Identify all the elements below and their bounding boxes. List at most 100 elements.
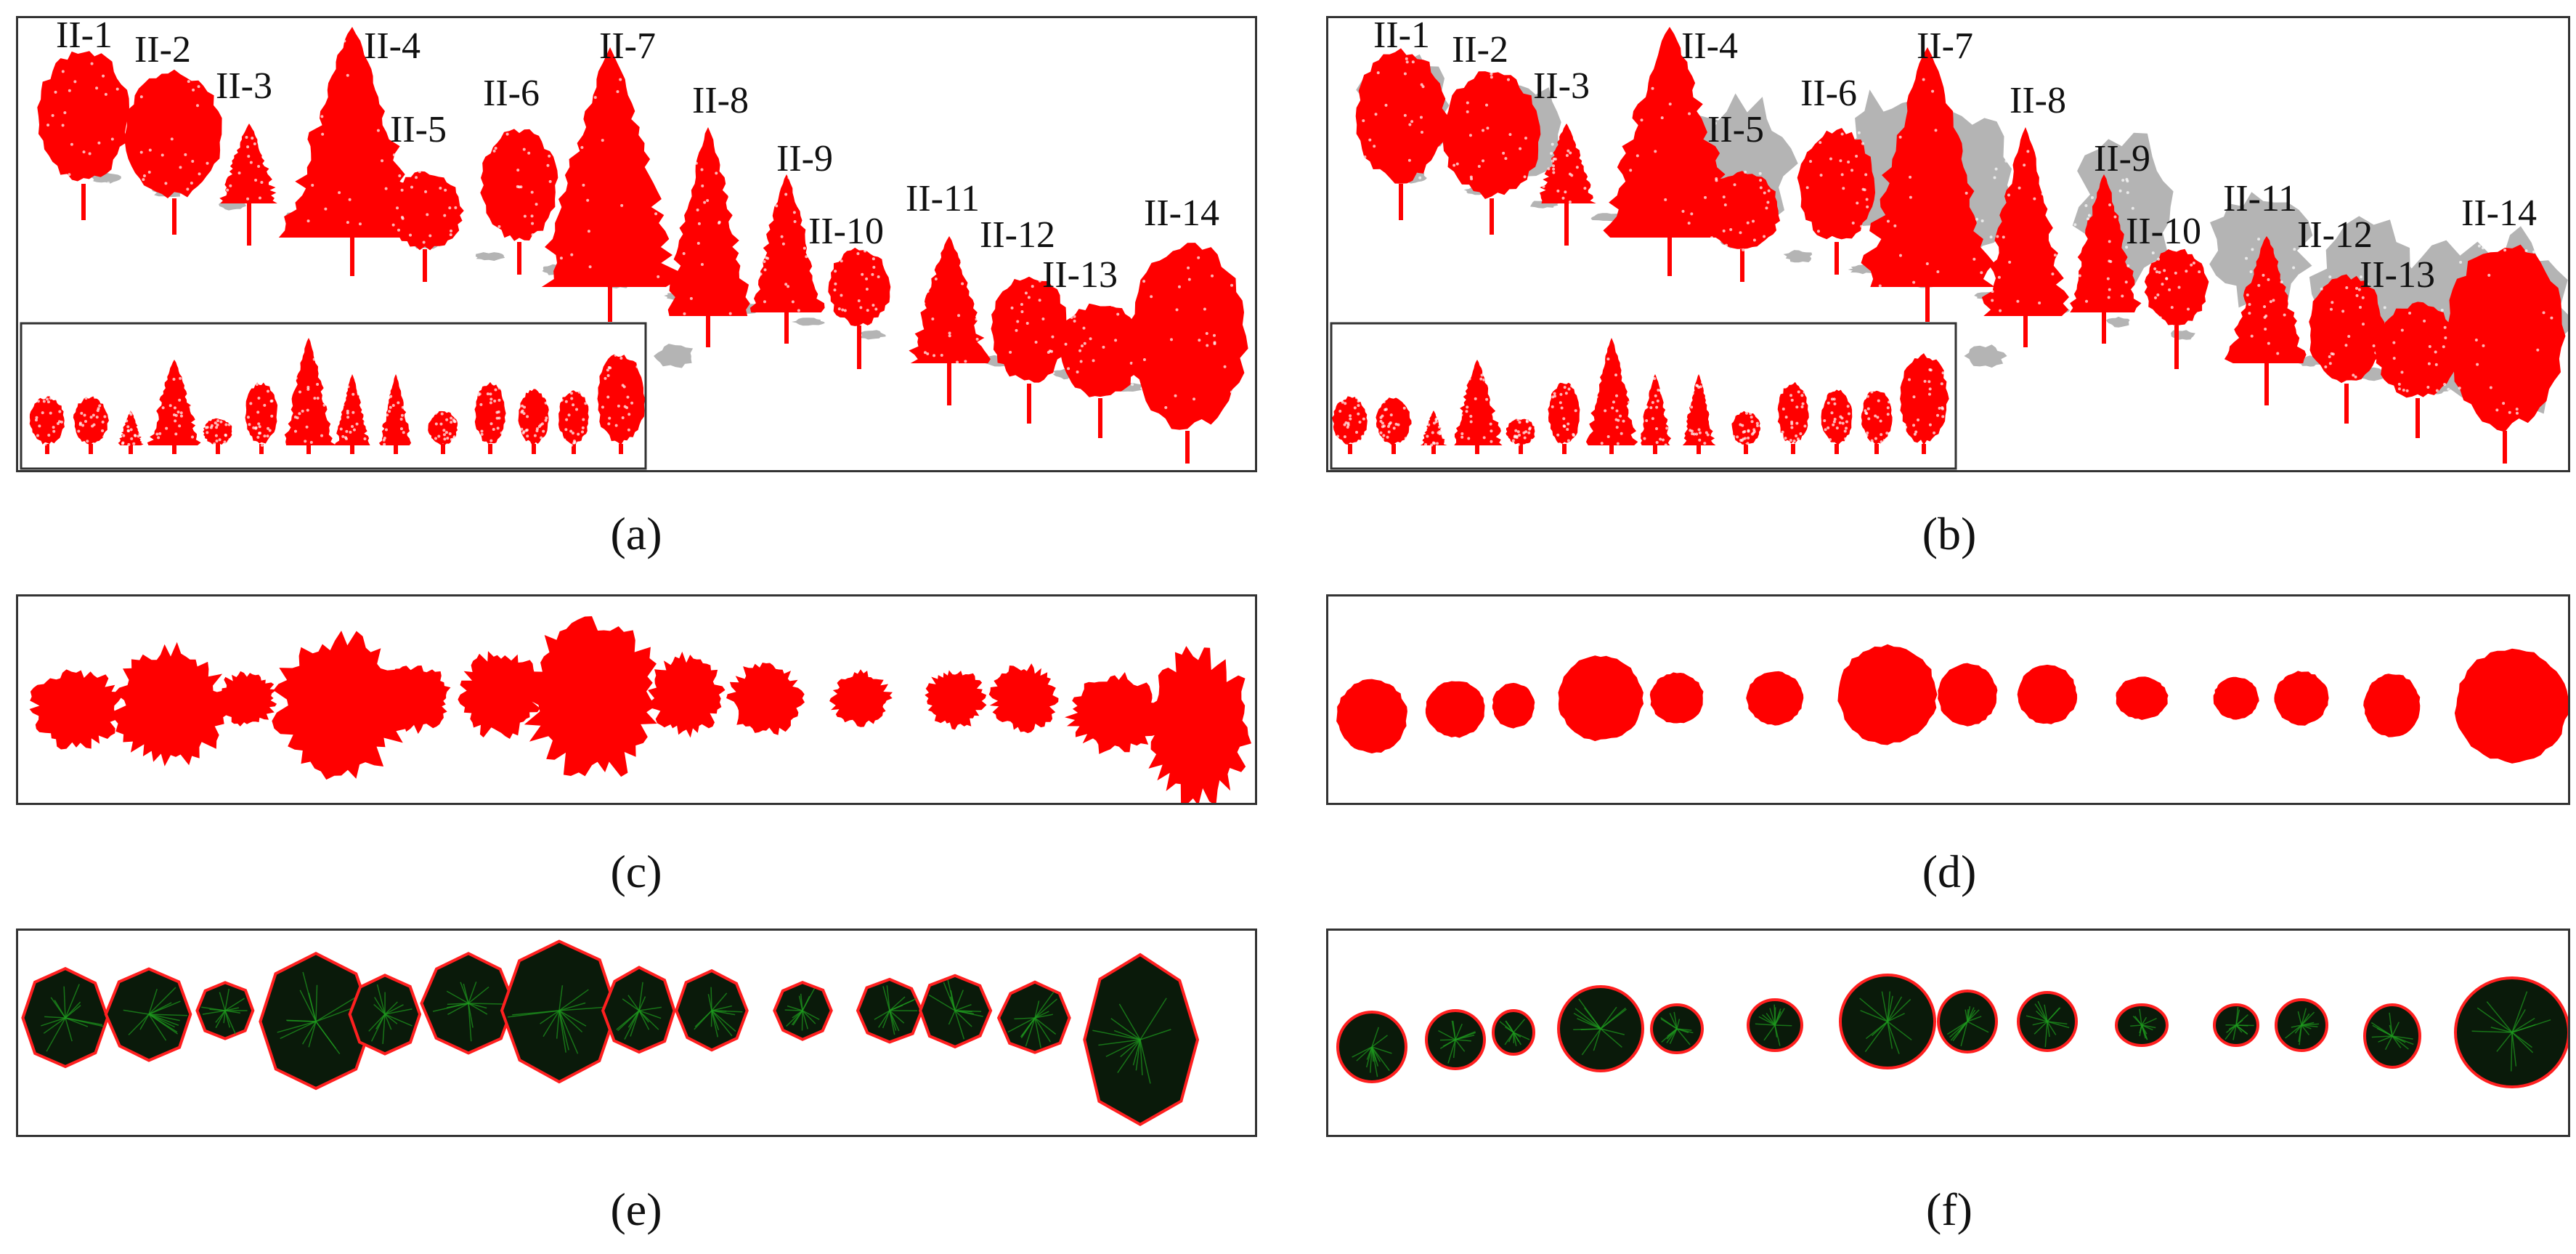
crown-hull-9: [675, 968, 749, 1052]
panel-d: [1326, 594, 2570, 805]
tree-label: II-6: [483, 73, 540, 114]
inset-tree-6: [245, 382, 278, 454]
inset-tree-4: [147, 360, 201, 454]
tree-label: II-14: [1144, 193, 1219, 234]
tree-label: II-4: [364, 25, 420, 67]
crown-projection-12: [988, 663, 1059, 734]
crown-projection-13: [1065, 672, 1163, 754]
tree-label: II-7: [1917, 25, 1973, 67]
crown-outline-8: [1937, 990, 1998, 1053]
panel-f: [1326, 929, 2570, 1137]
caption-f: (f): [1926, 1184, 1972, 1235]
crown-hull-6: [420, 952, 516, 1055]
tree-label: II-11: [2223, 178, 2297, 219]
tree-label: II-10: [2126, 211, 2201, 252]
panel-c-crown-projection: [29, 616, 1252, 803]
caption-c: (c): [610, 846, 662, 897]
tree-9: [2070, 174, 2142, 344]
tree-label: II-8: [692, 80, 749, 121]
crown-hull-12: [919, 974, 993, 1049]
inset-tree-3: [118, 409, 144, 454]
tree-4: [1603, 27, 1736, 276]
inset-tree-12: [1821, 388, 1853, 454]
inset-tree-14: [597, 352, 645, 454]
tree-12: [991, 272, 1068, 424]
tree-label: II-14: [2461, 193, 2537, 234]
inset-tree-12: [518, 387, 549, 454]
inset-tree-11: [474, 381, 506, 454]
inset-tree-2: [1376, 396, 1412, 454]
inset-tree-lineup: [1330, 322, 1957, 470]
tree-2: [1442, 71, 1541, 235]
crown-projection-3: [1492, 682, 1535, 729]
tree-13: [1058, 300, 1143, 438]
crown-projection-12: [2274, 671, 2329, 726]
tree-1: [1355, 47, 1448, 220]
panel-b-point-cloud: II-1 II-2 II-3 II-4 II-5 II-6 II-7 II-8 II-9 II-1…: [1330, 18, 2568, 470]
crown-projection-7: [1837, 644, 1938, 745]
panel-e: [16, 929, 1257, 1137]
tree-6: [480, 126, 558, 275]
tree-label: II-12: [2297, 214, 2373, 256]
ground-points: [654, 344, 694, 368]
tree-2: [125, 68, 222, 235]
inset-tree-8: [1641, 374, 1672, 454]
crown-outline-10: [2115, 1003, 2169, 1047]
tree-3: [219, 123, 277, 246]
tree-label: II-3: [216, 65, 272, 107]
tree-label: II-5: [390, 109, 447, 150]
tree-label: II-7: [599, 25, 656, 67]
tree-6: [1797, 128, 1875, 275]
tree-label: II-4: [1681, 25, 1738, 67]
crown-projection-11: [2213, 676, 2259, 720]
tree-label: II-10: [808, 211, 884, 252]
inset-tree-3: [1420, 410, 1447, 454]
crown-outline-4: [1557, 985, 1644, 1072]
crown-outline-13: [2363, 1003, 2421, 1069]
tree-7: [541, 47, 679, 322]
crown-projection-8: [648, 651, 726, 738]
crown-projection-10: [2116, 676, 2169, 720]
inset-tree-2: [73, 395, 109, 454]
ground-points: [1964, 344, 2007, 368]
caption-d: (d): [1922, 846, 1977, 897]
tree-8: [667, 126, 750, 347]
tree-12: [2309, 274, 2386, 424]
inset-tree-7: [284, 338, 337, 454]
crown-projection-1: [1336, 679, 1407, 753]
inset-tree-13: [1861, 390, 1893, 454]
crown-outline-3: [1492, 1009, 1535, 1056]
tree-11: [909, 235, 991, 405]
crown-outline-2: [1425, 1009, 1486, 1070]
panel-a: II-1 II-2 II-3 II-4 II-5 II-6 II-7 II-8 II-9 II-1…: [16, 16, 1257, 472]
inset-tree-5: [203, 416, 232, 454]
inset-tree-5: [1506, 417, 1535, 454]
tree-8: [1981, 127, 2069, 347]
crown-projection-1: [29, 669, 122, 750]
tree-13: [2375, 302, 2460, 438]
inset-tree-9: [1682, 374, 1716, 454]
caption-e: (e): [610, 1184, 662, 1235]
tree-label: II-8: [2010, 80, 2066, 121]
crown-hull-13: [996, 980, 1071, 1054]
crown-outline-11: [2213, 1003, 2259, 1047]
inset-tree-4: [1454, 360, 1503, 454]
ground-points: [861, 330, 886, 340]
crown-projection-2: [1425, 681, 1485, 738]
crown-hull-1: [21, 966, 110, 1069]
crown-projection-3: [214, 671, 277, 727]
panel-a-point-cloud: II-1 II-2 II-3 II-4 II-5 II-6 II-7 II-8 II-9 II-1…: [20, 18, 1248, 470]
inset-tree-14: [1900, 353, 1949, 454]
crown-projection-5: [378, 666, 451, 735]
crown-projection-4: [1558, 655, 1644, 742]
tree-10: [2144, 248, 2209, 369]
inset-tree-11: [1777, 381, 1809, 454]
inset-tree-8: [334, 374, 370, 454]
tree-label: II-9: [2094, 138, 2150, 179]
tree-14: [2447, 238, 2566, 464]
crown-outline-7: [1839, 974, 1936, 1069]
panel-c: [16, 594, 1257, 805]
inset-tree-1: [1332, 395, 1368, 454]
panel-b: II-1 II-2 II-3 II-4 II-5 II-6 II-7 II-8 II-9 II-1…: [1326, 16, 2570, 472]
tree-label: II-5: [1707, 109, 1764, 150]
